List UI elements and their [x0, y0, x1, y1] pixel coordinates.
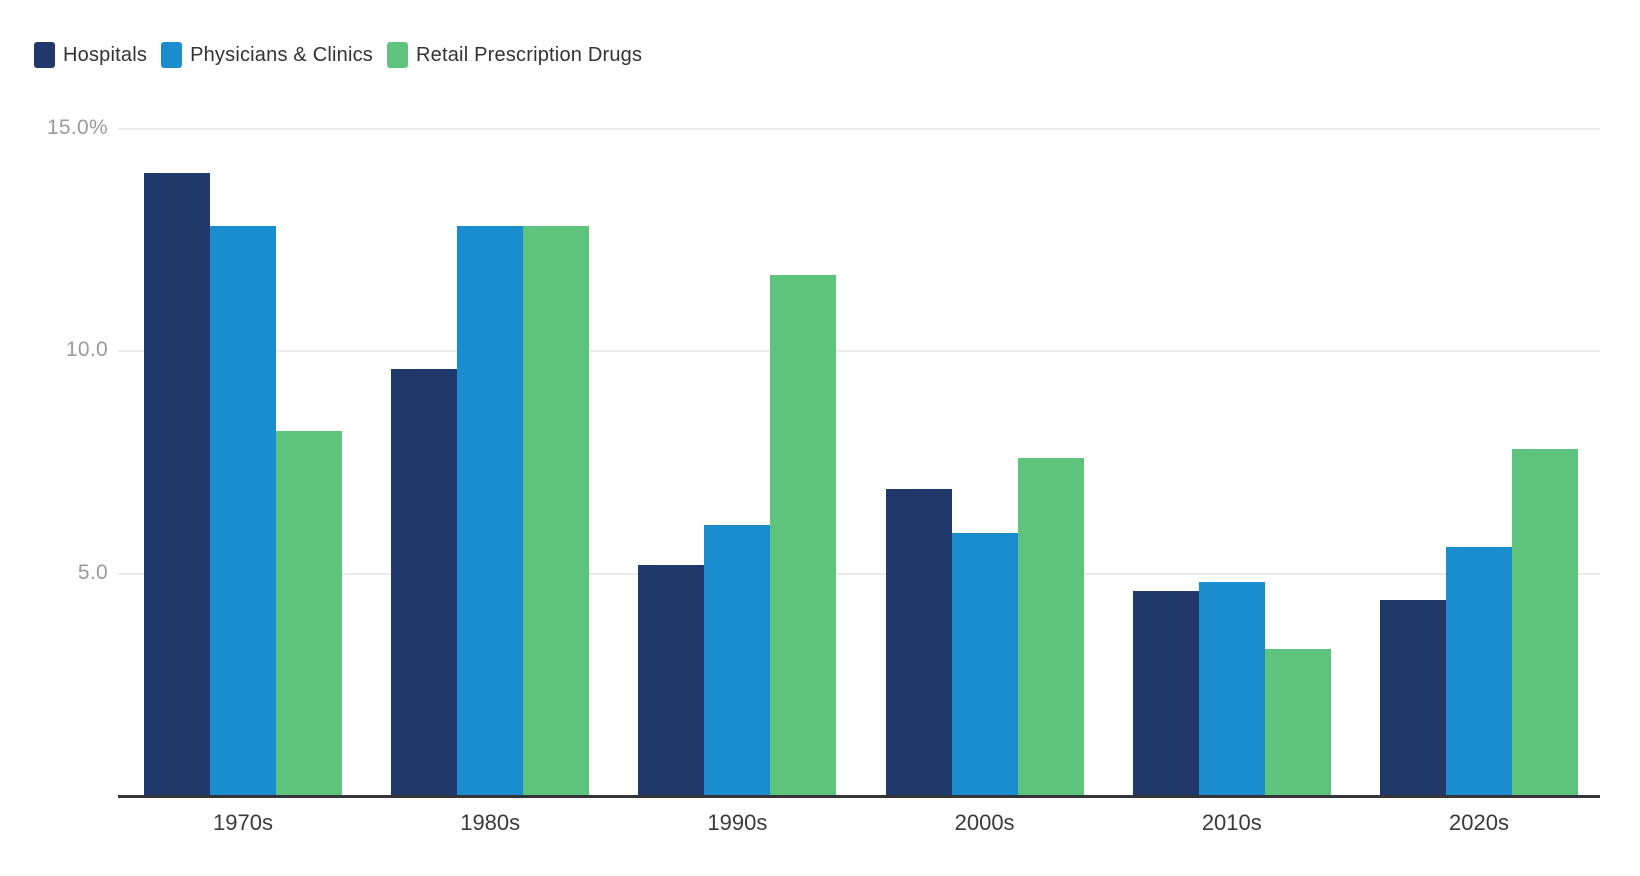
bar-physicians-clinics-2010s[interactable]	[1198, 582, 1265, 796]
y-axis-tick-label-10: 10.0	[65, 338, 108, 361]
gridline-15	[118, 127, 1600, 130]
x-axis-label-1970s: 1970s	[213, 810, 273, 835]
legend-item-retail-prescription-drugs: Retail Prescription Drugs	[387, 42, 642, 68]
bar-hospitals-2000s[interactable]	[885, 488, 952, 796]
bar-retail-prescription-drugs-2010s[interactable]	[1264, 649, 1331, 796]
bar-physicians-clinics-2020s[interactable]	[1446, 546, 1512, 796]
bar-hospitals-1990s[interactable]	[638, 564, 705, 796]
legend-swatch-hospitals-icon	[34, 42, 55, 68]
bar-hospitals-1980s[interactable]	[391, 368, 458, 796]
bar-retail-prescription-drugs-1980s[interactable]	[523, 226, 590, 796]
legend-swatch-retail-prescription-drugs-icon	[387, 42, 409, 68]
bar-physicians-clinics-1980s[interactable]	[457, 226, 524, 796]
y-axis-tick-label-5: 5.0	[77, 560, 108, 584]
x-axis-label-2010s: 2010s	[1201, 810, 1262, 835]
bar-retail-prescription-drugs-2020s[interactable]	[1512, 448, 1578, 796]
legend-item-hospitals: Hospitals	[34, 42, 147, 68]
gridline-5	[118, 572, 1600, 575]
bar-retail-prescription-drugs-1970s[interactable]	[276, 431, 342, 796]
legend-swatch-physicians-clinics-icon	[161, 42, 183, 68]
x-axis-label-1980s: 1980s	[460, 810, 521, 835]
bar-retail-prescription-drugs-1990s[interactable]	[770, 275, 837, 796]
bar-hospitals-2020s[interactable]	[1380, 600, 1446, 796]
legend: Hospitals Physicians & Clinics Retail Pr…	[34, 42, 642, 68]
gridline-10	[118, 350, 1600, 352]
x-axis-label-1990s: 1990s	[707, 810, 768, 835]
legend-label-retail-prescription-drugs: Retail Prescription Drugs	[416, 43, 643, 66]
x-axis-label-2000s: 2000s	[954, 810, 1015, 835]
bar-physicians-clinics-2000s[interactable]	[951, 533, 1018, 796]
x-axis-label-2020s: 2020s	[1449, 810, 1509, 835]
x-axis-line	[118, 795, 1600, 798]
bar-physicians-clinics-1970s[interactable]	[210, 226, 276, 796]
legend-label-hospitals: Hospitals	[63, 43, 148, 66]
legend-label-physicians-clinics: Physicians & Clinics	[190, 43, 374, 66]
legend-item-physicians-clinics: Physicians & Clinics	[161, 42, 373, 68]
bar-physicians-clinics-1990s[interactable]	[704, 524, 771, 796]
y-axis-tick-label-15: 15.0%	[46, 115, 108, 139]
bar-retail-prescription-drugs-2000s[interactable]	[1017, 457, 1084, 796]
bar-hospitals-2010s[interactable]	[1132, 591, 1199, 796]
bar-hospitals-1970s[interactable]	[144, 173, 210, 796]
